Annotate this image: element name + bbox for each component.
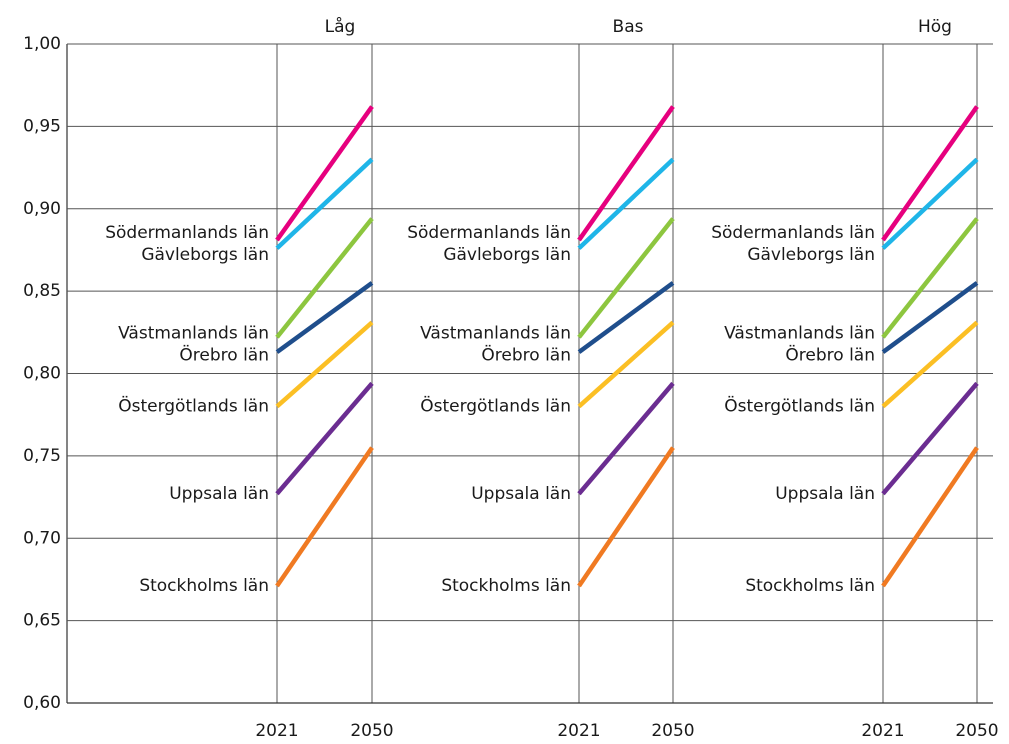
y-tick-label: 0,95 (23, 116, 61, 136)
slope-line (275, 320, 374, 409)
series-label: Södermanlands län (407, 223, 571, 243)
slope-line (881, 157, 979, 250)
series-label: Västmanlands län (118, 324, 269, 344)
series-label: Gävleborgs län (141, 245, 269, 265)
series-label: Uppsala län (471, 484, 571, 504)
slope-line (275, 157, 374, 250)
panel-title: Bas (613, 17, 644, 37)
slope-line (577, 157, 675, 250)
slope-line (577, 446, 675, 588)
slope-line (275, 381, 374, 496)
x-tick-label: 2050 (955, 721, 998, 741)
slope-line (881, 105, 979, 242)
slope-line (577, 217, 675, 339)
y-tick-label: 0,60 (23, 693, 61, 713)
x-tick-label: 2021 (255, 721, 298, 741)
slope-line (275, 446, 374, 588)
y-tick-label: 1,00 (23, 34, 61, 54)
series-label: Västmanlands län (724, 324, 875, 344)
y-tick-label: 0,65 (23, 611, 61, 631)
x-tick-label: 2021 (557, 721, 600, 741)
series-label: Stockholms län (745, 576, 875, 596)
series-label: Stockholms län (139, 576, 269, 596)
slope-line (881, 446, 979, 588)
y-tick-label: 0,70 (23, 528, 61, 548)
series-label: Stockholms län (441, 576, 571, 596)
x-tick-label: 2050 (350, 721, 393, 741)
panel-title: Hög (918, 17, 952, 37)
slope-line (577, 281, 675, 354)
slope-line (881, 281, 979, 354)
slope-line (881, 381, 979, 496)
series-label: Örebro län (179, 344, 269, 366)
y-tick-label: 0,75 (23, 446, 61, 466)
slope-line (577, 105, 675, 242)
y-tick-label: 0,85 (23, 281, 61, 301)
series-label: Östergötlands län (724, 394, 875, 416)
series-label: Södermanlands län (711, 223, 875, 243)
slope-line (275, 105, 374, 242)
series-label: Östergötlands län (420, 394, 571, 416)
panel-title: Låg (325, 16, 356, 37)
series-label: Västmanlands län (420, 324, 571, 344)
slope-line (577, 320, 675, 409)
slope-line (275, 281, 374, 354)
series-label: Uppsala län (775, 484, 875, 504)
series-label: Östergötlands län (118, 394, 269, 416)
series-label: Uppsala län (169, 484, 269, 504)
series-label: Gävleborgs län (443, 245, 571, 265)
x-tick-label: 2021 (861, 721, 904, 741)
series-label: Gävleborgs län (747, 245, 875, 265)
slope-line (881, 320, 979, 409)
series-label: Örebro län (481, 344, 571, 366)
y-tick-label: 0,90 (23, 199, 61, 219)
series-label: Örebro län (785, 344, 875, 366)
slope-line (577, 381, 675, 496)
slope-line (275, 217, 374, 339)
y-tick-label: 0,80 (23, 364, 61, 384)
x-tick-label: 2050 (651, 721, 694, 741)
series-label: Södermanlands län (105, 223, 269, 243)
slope-line (881, 217, 979, 339)
